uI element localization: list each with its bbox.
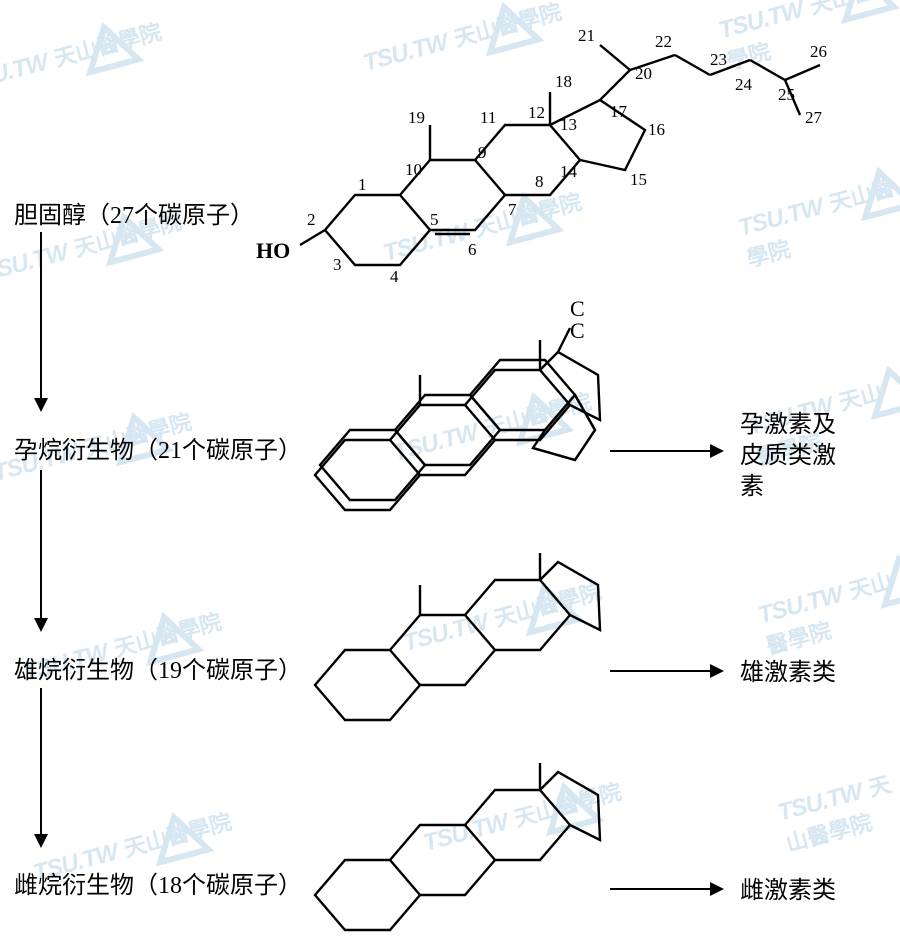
arrow-chol-to-preg [40, 232, 42, 410]
atom-num-26: 26 [810, 42, 827, 62]
atom-num-14: 14 [560, 162, 577, 182]
label-estrane: 雌烷衍生物（18个碳原子） [14, 865, 302, 900]
structure-cholesterol: 1 2 3 4 5 6 7 8 9 10 11 12 13 14 15 16 1… [280, 20, 840, 295]
structure-estrane [300, 760, 610, 945]
structure-pregnane-clean [300, 320, 610, 535]
atom-num-9: 9 [478, 143, 487, 163]
label-pregnane: 孕烷衍生物（21个碳原子） [14, 430, 302, 465]
atom-num-15: 15 [630, 170, 647, 190]
cc-label: C C [570, 298, 585, 342]
structure-androstane [300, 545, 610, 740]
watermark-instance: TSU.TW天山醫學院 [754, 563, 900, 661]
arrow-preg-to-andr [40, 470, 42, 630]
atom-num-7: 7 [508, 200, 517, 220]
atom-num-23: 23 [710, 50, 727, 70]
atom-num-20: 20 [635, 64, 652, 84]
atom-num-25: 25 [778, 85, 795, 105]
atom-num-2: 2 [307, 210, 316, 230]
atom-num-6: 6 [468, 240, 477, 260]
atom-num-18: 18 [555, 72, 572, 92]
atom-num-16: 16 [648, 120, 665, 140]
label-androstane: 雄烷衍生物（19个碳原子） [14, 650, 302, 685]
atom-num-17: 17 [610, 102, 627, 122]
ho-label: HO [256, 238, 290, 264]
atom-num-19: 19 [408, 108, 425, 128]
product-androstane: 雄激素类 [740, 658, 836, 689]
atom-num-13: 13 [560, 115, 577, 135]
atom-num-5: 5 [430, 210, 439, 230]
watermark-instance: TSU.TW天山醫學院 [0, 14, 165, 98]
arrow-pregnane-product [610, 450, 722, 452]
atom-num-12: 12 [528, 103, 545, 123]
atom-num-1: 1 [358, 175, 367, 195]
arrow-estrane-product [610, 888, 722, 890]
product-estrane: 雌激素类 [740, 876, 836, 907]
atom-num-24: 24 [735, 75, 752, 95]
atom-num-10: 10 [405, 160, 422, 180]
label-cholesterol: 胆固醇（27个碳原子） [14, 195, 254, 230]
atom-num-21: 21 [578, 26, 595, 46]
atom-num-3: 3 [333, 255, 342, 275]
atom-num-22: 22 [655, 32, 672, 52]
product-pregnane: 孕激素及 皮质类激 素 [740, 410, 836, 504]
atom-num-27: 27 [805, 108, 822, 128]
arrow-androstane-product [610, 670, 722, 672]
watermark-instance: TSU.TW天山醫學院 [774, 766, 900, 859]
atom-num-4: 4 [390, 267, 399, 287]
arrow-andr-to-estr [40, 688, 42, 846]
atom-num-11: 11 [480, 108, 496, 128]
atom-num-8: 8 [535, 172, 544, 192]
